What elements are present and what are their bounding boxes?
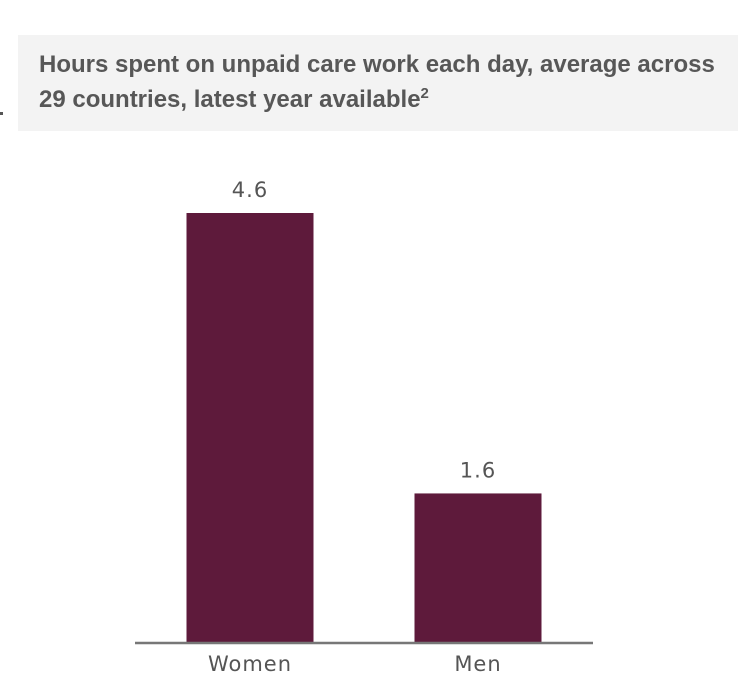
edge-mark [0, 112, 3, 115]
x-tick-label: Men [454, 652, 501, 676]
title-box: Hours spent on unpaid care work each day… [18, 35, 738, 131]
chart-title: Hours spent on unpaid care work each day… [39, 47, 728, 117]
value-label: 4.6 [232, 178, 268, 202]
bar [414, 493, 542, 643]
title-text: Hours spent on unpaid care work each day… [39, 51, 715, 113]
title-footnote: 2 [420, 85, 429, 102]
value-label: 1.6 [460, 458, 496, 482]
x-tick-label: Women [208, 652, 292, 676]
bar [186, 213, 314, 643]
